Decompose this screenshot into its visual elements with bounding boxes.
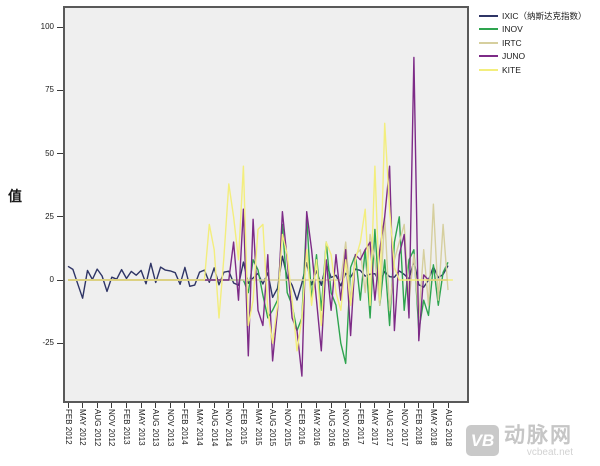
x-tick-mark (286, 403, 288, 408)
y-tick-mark (57, 216, 63, 218)
x-tick-mark (125, 403, 127, 408)
x-tick-mark (345, 403, 347, 408)
plot-area (63, 6, 469, 403)
x-tick-mark (418, 403, 420, 408)
x-tick-label: FEB 2018 (414, 409, 424, 445)
legend-item-JUNO: JUNO (479, 50, 587, 64)
legend-item-IXIC: IXIC（纳斯达克指数） (479, 9, 587, 23)
x-tick-mark (330, 403, 332, 408)
legend-label-INOV: INOV (502, 24, 523, 35)
x-tick-mark (359, 403, 361, 408)
legend-item-IRTC: IRTC (479, 36, 587, 50)
y-axis-title: 值 (8, 188, 22, 204)
x-tick-mark (228, 403, 230, 408)
x-tick-mark (257, 403, 259, 408)
y-tick-mark (57, 342, 63, 344)
legend-label-JUNO: JUNO (502, 51, 526, 62)
x-tick-label: NOV 2015 (282, 409, 292, 447)
x-tick-mark (374, 403, 376, 408)
series-line-KITE (68, 122, 453, 352)
x-tick-mark (169, 403, 171, 408)
x-tick-mark (213, 403, 215, 408)
x-tick-mark (111, 403, 113, 408)
legend-label-IXIC: IXIC（纳斯达克指数） (502, 10, 587, 21)
x-tick-label: NOV 2014 (224, 409, 234, 447)
x-tick-mark (67, 403, 69, 408)
x-tick-mark (96, 403, 98, 408)
x-tick-label: AUG 2012 (92, 409, 102, 447)
vcbeat-logo: VB (466, 425, 499, 456)
y-tick-label: 75 (45, 85, 54, 95)
x-tick-label: FEB 2014 (180, 409, 190, 445)
x-tick-mark (155, 403, 157, 408)
x-tick-mark (315, 403, 317, 408)
legend-swatch-JUNO (479, 55, 498, 58)
x-tick-label: MAY 2013 (136, 409, 146, 446)
y-tick-label: 100 (40, 22, 54, 32)
x-tick-label: NOV 2012 (107, 409, 117, 447)
x-tick-mark (447, 403, 449, 408)
y-tick-label: 25 (45, 211, 54, 221)
line-chart (67, 56, 453, 377)
legend-swatch-IRTC (479, 41, 498, 44)
x-tick-label: NOV 2017 (399, 409, 409, 447)
y-tick-mark (57, 89, 63, 91)
x-tick-label: FEB 2017 (355, 409, 365, 445)
x-tick-label: MAY 2012 (78, 409, 88, 446)
x-tick-label: MAY 2015 (253, 409, 263, 446)
y-tick-mark (57, 153, 63, 155)
x-tick-label: MAY 2018 (428, 409, 438, 446)
legend-swatch-INOV (479, 28, 498, 31)
legend-item-INOV: INOV (479, 23, 587, 37)
y-tick-label: 50 (45, 148, 54, 158)
legend-item-KITE: KITE (479, 63, 587, 77)
vcbeat-logo-text: VB (470, 430, 495, 450)
x-tick-label: AUG 2014 (209, 409, 219, 447)
x-tick-label: AUG 2018 (443, 409, 453, 447)
x-tick-label: MAY 2014 (195, 409, 205, 446)
legend-swatch-KITE (479, 68, 498, 71)
watermark-brand-text: 动脉网 (504, 424, 573, 447)
x-tick-mark (82, 403, 84, 408)
x-tick-mark (403, 403, 405, 408)
legend-label-KITE: KITE (502, 64, 521, 75)
y-tick-mark (57, 26, 63, 28)
watermark: VB 动脉网 vcbeat.net (466, 425, 573, 458)
y-tick-label: -25 (42, 338, 54, 348)
x-tick-mark (389, 403, 391, 408)
x-tick-mark (272, 403, 274, 408)
x-tick-label: FEB 2015 (238, 409, 248, 445)
x-tick-mark (432, 403, 434, 408)
x-tick-label: NOV 2013 (165, 409, 175, 447)
x-tick-label: AUG 2016 (326, 409, 336, 447)
x-tick-mark (301, 403, 303, 408)
x-tick-mark (140, 403, 142, 408)
x-tick-label: AUG 2017 (385, 409, 395, 447)
x-tick-label: MAY 2016 (311, 409, 321, 446)
x-tick-label: MAY 2017 (370, 409, 380, 446)
legend-swatch-IXIC (479, 14, 498, 17)
legend-label-IRTC: IRTC (502, 37, 522, 48)
legend: IXIC（纳斯达克指数） INOV IRTC JUNO KITE (479, 9, 587, 77)
y-tick-label: 0 (49, 275, 54, 284)
x-tick-label: AUG 2013 (151, 409, 161, 447)
x-tick-mark (199, 403, 201, 408)
x-tick-label: FEB 2013 (121, 409, 131, 445)
x-tick-label: FEB 2016 (297, 409, 307, 445)
x-tick-mark (184, 403, 186, 408)
x-tick-mark (242, 403, 244, 408)
x-tick-label: NOV 2016 (341, 409, 351, 447)
series-line-JUNO (68, 56, 448, 377)
watermark-text: 动脉网 vcbeat.net (504, 424, 573, 459)
x-tick-label: AUG 2015 (268, 409, 278, 447)
watermark-domain-text: vcbeat.net (526, 447, 573, 458)
y-tick-mark (57, 279, 63, 281)
x-tick-label: FEB 2012 (63, 409, 73, 445)
